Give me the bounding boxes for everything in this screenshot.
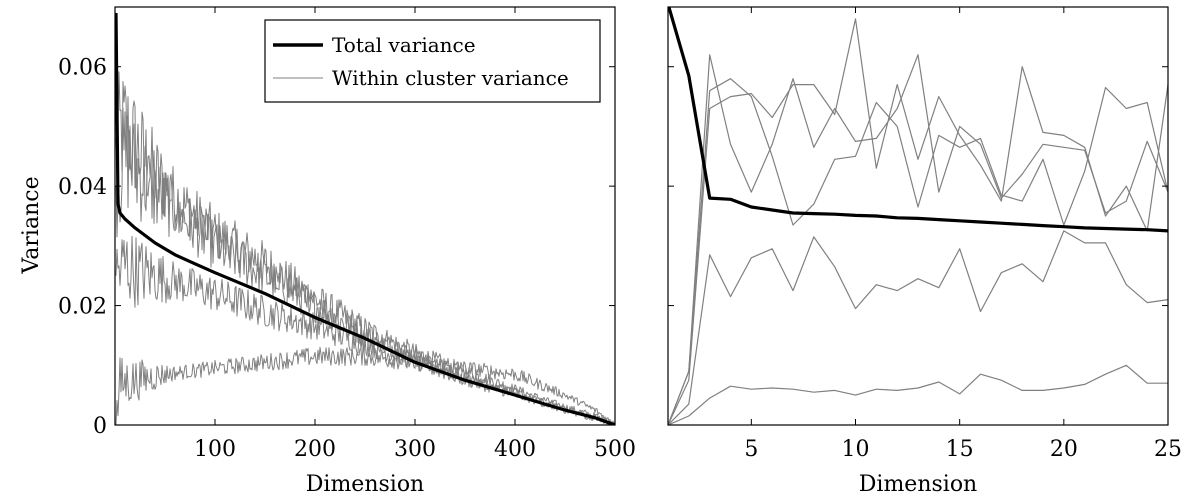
right-plot-frame	[667, 6, 1169, 426]
right-series-line-1	[668, 54, 1168, 425]
left-x-tick-label-1: 200	[294, 437, 336, 462]
right-x-tick-label-0: 5	[744, 437, 758, 462]
legend-label-total: Total variance	[332, 33, 476, 57]
right-x-axis-label: Dimension	[859, 472, 977, 497]
left-series-line-4	[115, 346, 615, 425]
right-series-line-2	[668, 18, 1168, 425]
left-y-tick-label-1: 0.02	[58, 295, 107, 320]
right-series-line-4	[668, 230, 1168, 425]
right-panel: 5 10 15 20 25	[667, 6, 1182, 462]
left-y-tick-label-2: 0.04	[58, 175, 107, 200]
legend-box	[264, 19, 601, 103]
right-x-tick-label-2: 15	[946, 437, 974, 462]
left-x-tick-label-4: 500	[594, 437, 636, 462]
legend: Total variance Within cluster variance	[264, 19, 601, 103]
right-x-tick-label-4: 25	[1154, 437, 1182, 462]
right-x-tick-label-3: 20	[1050, 437, 1078, 462]
right-plot-area	[668, 7, 1168, 425]
right-series-line-5	[668, 364, 1168, 425]
left-series-line-0	[115, 12, 615, 425]
left-panel: 100 200 300 400 500 0 0.02 0.04 0.06	[58, 6, 636, 462]
right-series-line-0	[668, 7, 1168, 233]
left-series-line-1	[115, 71, 615, 425]
left-plot-area	[115, 12, 615, 425]
right-series-line-3	[668, 78, 1168, 425]
left-y-axis-label: Variance	[19, 176, 44, 274]
legend-label-within: Within cluster variance	[332, 66, 569, 90]
left-x-tick-label-2: 300	[394, 437, 436, 462]
left-x-axis-label: Dimension	[306, 472, 424, 497]
left-x-tick-label-3: 400	[494, 437, 536, 462]
left-y-tick-label-3: 0.06	[58, 56, 107, 81]
left-y-tick-label-0: 0	[93, 414, 107, 439]
left-series-line-3	[115, 235, 615, 425]
left-series-line-2	[115, 107, 615, 425]
left-x-tick-label-0: 100	[194, 437, 236, 462]
left-plot-frame	[114, 6, 616, 426]
right-x-tick-label-1: 10	[842, 437, 870, 462]
